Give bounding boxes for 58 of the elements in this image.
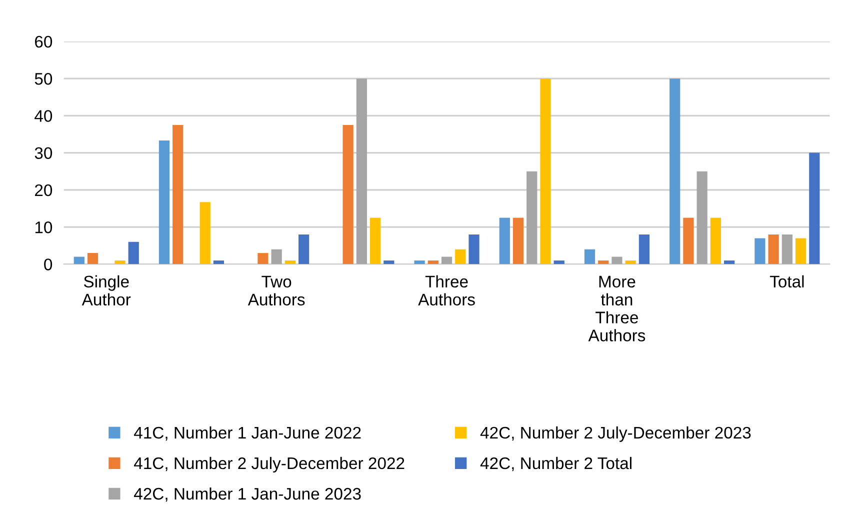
x-tick-label: Total: [770, 275, 804, 288]
bar: [428, 260, 438, 264]
x-tick-label: Three Authors: [418, 275, 475, 306]
bar: [526, 171, 538, 264]
x-tick-label: Single Author: [82, 275, 131, 306]
legend-label: 41C, Number 2 July-December 2022: [134, 456, 404, 472]
bar: [625, 260, 636, 264]
bar: [638, 234, 650, 264]
legend-label: 42C, Number 2 Total: [480, 456, 632, 472]
bar: [298, 234, 310, 264]
bar: [795, 238, 806, 264]
bar: [284, 260, 296, 264]
bar: [554, 260, 564, 264]
bar: [612, 256, 622, 264]
bar: [158, 140, 170, 264]
x-tick-label: More than Three Authors: [588, 276, 646, 342]
bar: [271, 249, 282, 264]
bar: [114, 260, 126, 264]
bar: [356, 78, 367, 264]
bar: [683, 218, 694, 264]
bar: [468, 234, 480, 264]
bar: [128, 242, 139, 264]
bar: [200, 202, 210, 264]
bar: [710, 218, 721, 264]
legend-label: 42C, Number 1 Jan-June 2023: [134, 487, 361, 502]
y-tick-label: 10: [35, 221, 52, 234]
y-tick-label: 50: [34, 72, 52, 85]
bar: [87, 253, 98, 264]
bar: [540, 78, 551, 264]
bar: [809, 152, 820, 264]
bar: [584, 249, 596, 264]
bar: [768, 234, 779, 264]
y-tick-label: 20: [35, 184, 52, 196]
bar: [696, 171, 708, 264]
bar: [441, 256, 452, 264]
bar: [414, 260, 425, 264]
bar: [384, 260, 394, 264]
bar: [754, 238, 766, 264]
legend-label: 42C, Number 2 July-December 2023: [480, 426, 751, 442]
bar: [213, 260, 224, 264]
bar: [499, 218, 510, 264]
x-tick-label: Two Authors: [248, 276, 305, 306]
bar: [670, 78, 680, 264]
bar: [370, 218, 381, 264]
bar: [782, 234, 792, 264]
bar: [455, 249, 466, 264]
legend-label: 41C, Number 1 Jan-June 2022: [134, 426, 361, 441]
bar: [598, 260, 609, 264]
bar: [342, 124, 354, 264]
y-tick-label: 0: [44, 258, 52, 270]
bar: [74, 256, 84, 264]
y-tick-label: 30: [34, 147, 52, 160]
bar: [512, 218, 524, 264]
bar: [724, 260, 735, 264]
y-tick-label: 60: [35, 36, 52, 48]
bar: [172, 124, 184, 264]
bar: [258, 253, 268, 264]
y-tick-label: 40: [34, 110, 52, 122]
